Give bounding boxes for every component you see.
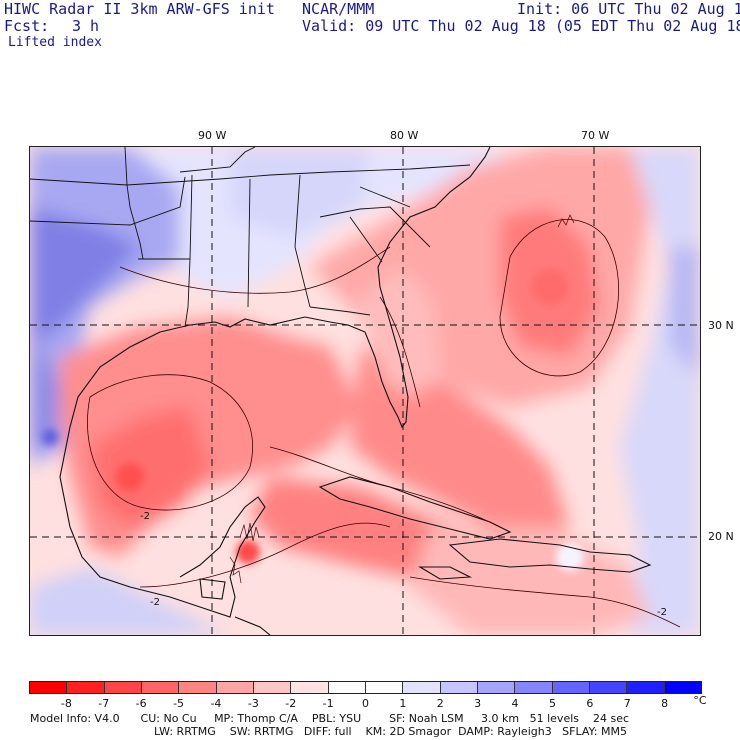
forecast-label: Fcst:: [4, 17, 50, 35]
lon-label-70w: 70 W: [581, 129, 610, 142]
color-scale-tick-label: 8: [661, 697, 669, 710]
color-swatch: [179, 682, 217, 693]
color-swatch: [104, 682, 142, 693]
color-scale-tick-label: -1: [322, 697, 334, 710]
valid-time: Valid: 09 UTC Thu 02 Aug 18 (05 EDT Thu …: [302, 17, 740, 35]
map-title: HIWC Radar II 3km ARW-GFS init NCAR/MMM: [4, 0, 375, 18]
color-swatch: [67, 682, 105, 693]
color-swatch: [589, 682, 628, 693]
color-scale-tick-label: 1: [399, 697, 407, 710]
contour-label: -2: [657, 607, 667, 618]
color-scale-tick-label: -5: [173, 697, 185, 710]
color-scale-tick-label: -2: [285, 697, 297, 710]
color-scale-tick-label: -6: [135, 697, 147, 710]
color-swatch: [477, 682, 516, 693]
color-swatch: [552, 682, 590, 693]
color-swatch: [141, 682, 180, 693]
lifted-index-map: -2 -2 -2: [29, 146, 701, 636]
contour-label: -2: [150, 597, 160, 608]
color-swatch: [328, 682, 366, 693]
color-scale-tick-label: -3: [247, 697, 259, 710]
color-scale-tick-label: 3: [474, 697, 482, 710]
color-scale-unit: °C: [693, 694, 707, 707]
color-swatch: [216, 682, 254, 693]
color-scale-tick-label: 0: [362, 697, 369, 710]
color-swatch: [664, 682, 701, 693]
color-scale-tick-label: -7: [98, 697, 110, 710]
color-scale-tick-label: 5: [548, 697, 556, 710]
forecast-hour: 3 h: [72, 17, 100, 35]
color-scale-tick-label: 6: [586, 697, 594, 710]
lon-label-80w: 80 W: [390, 129, 419, 142]
color-swatch: [365, 682, 404, 693]
field-name: Lifted index: [8, 35, 102, 50]
lon-label-90w: 90 W: [198, 129, 227, 142]
color-scale-tick-label: 2: [436, 697, 444, 710]
color-swatch: [253, 682, 292, 693]
color-scale-bar: [29, 681, 702, 694]
contour-label: -2: [140, 511, 150, 522]
color-swatch: [30, 682, 68, 693]
lat-label-30n: 30 N: [708, 319, 734, 332]
color-swatch: [515, 682, 553, 693]
color-swatch: [403, 682, 441, 693]
init-time: Init: 06 UTC Thu 02 Aug 18: [517, 0, 740, 18]
color-scale-tick-label: -4: [210, 697, 222, 710]
color-swatch: [440, 682, 478, 693]
color-swatch: [291, 682, 329, 693]
color-swatch: [627, 682, 665, 693]
color-scale-tick-label: 7: [623, 697, 631, 710]
model-info-line-2: LW: RRTMG SW: RRTMG DIFF: full KM: 2D Sm…: [154, 725, 627, 738]
color-scale-tick-label: 4: [511, 697, 519, 710]
model-info-line-1: Model Info: V4.0 CU: No Cu MP: Thomp C/A…: [30, 712, 630, 725]
color-scale-tick-label: -8: [60, 697, 72, 710]
lat-label-20n: 20 N: [708, 530, 734, 543]
